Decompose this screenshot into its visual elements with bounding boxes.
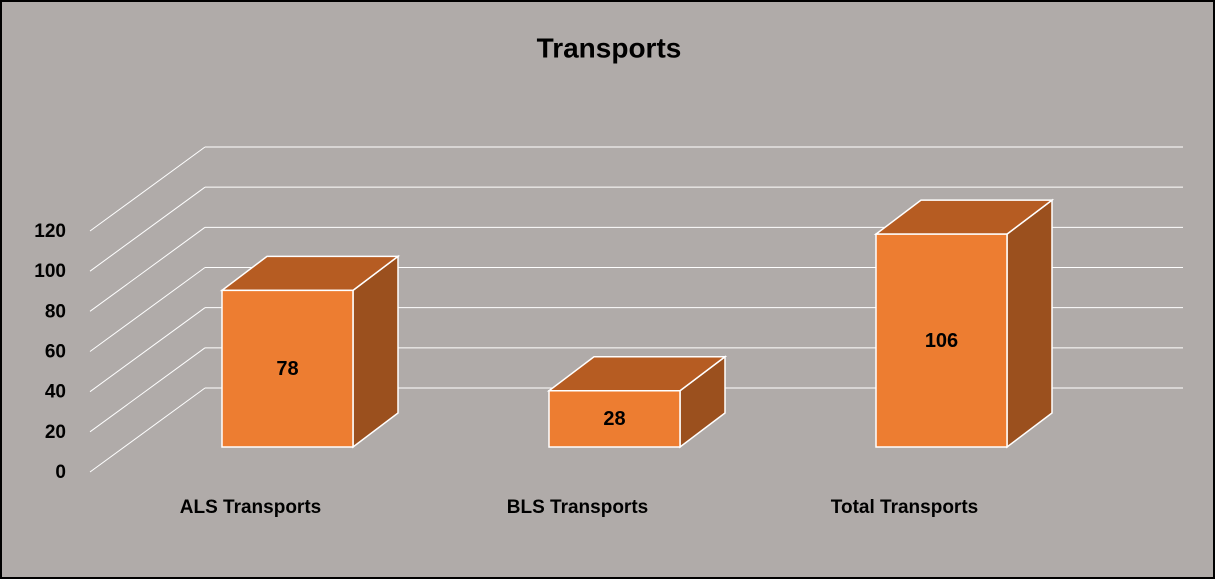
x-tick-label: ALS Transports (180, 497, 321, 518)
grid-line (89, 146, 206, 232)
data-label: 106 (925, 330, 958, 352)
bar-side (1006, 198, 1053, 449)
x-tick-label: Total Transports (831, 497, 978, 518)
y-tick-label: 20 (45, 422, 66, 443)
y-tick-label: 0 (55, 462, 66, 483)
grid-line (89, 387, 206, 473)
bar (873, 198, 1055, 449)
x-tick-label: BLS Transports (507, 497, 648, 518)
grid-line (89, 307, 206, 393)
y-tick-label: 60 (45, 342, 66, 363)
y-tick-label: 120 (34, 221, 66, 242)
bar (219, 254, 401, 449)
bar-front (221, 289, 354, 448)
grid-line (89, 347, 206, 433)
grid-line (89, 186, 206, 272)
chart-title: Transports (537, 32, 682, 63)
grid-line (89, 267, 206, 352)
y-tick-label: 80 (45, 301, 66, 322)
y-tick-label: 40 (45, 382, 66, 403)
bar-front (548, 390, 681, 448)
y-tick-label: 100 (34, 261, 66, 282)
grid-line (89, 226, 206, 312)
data-label: 28 (603, 408, 625, 430)
bar (546, 355, 728, 449)
data-label: 78 (276, 358, 298, 380)
bar-front (875, 233, 1008, 448)
